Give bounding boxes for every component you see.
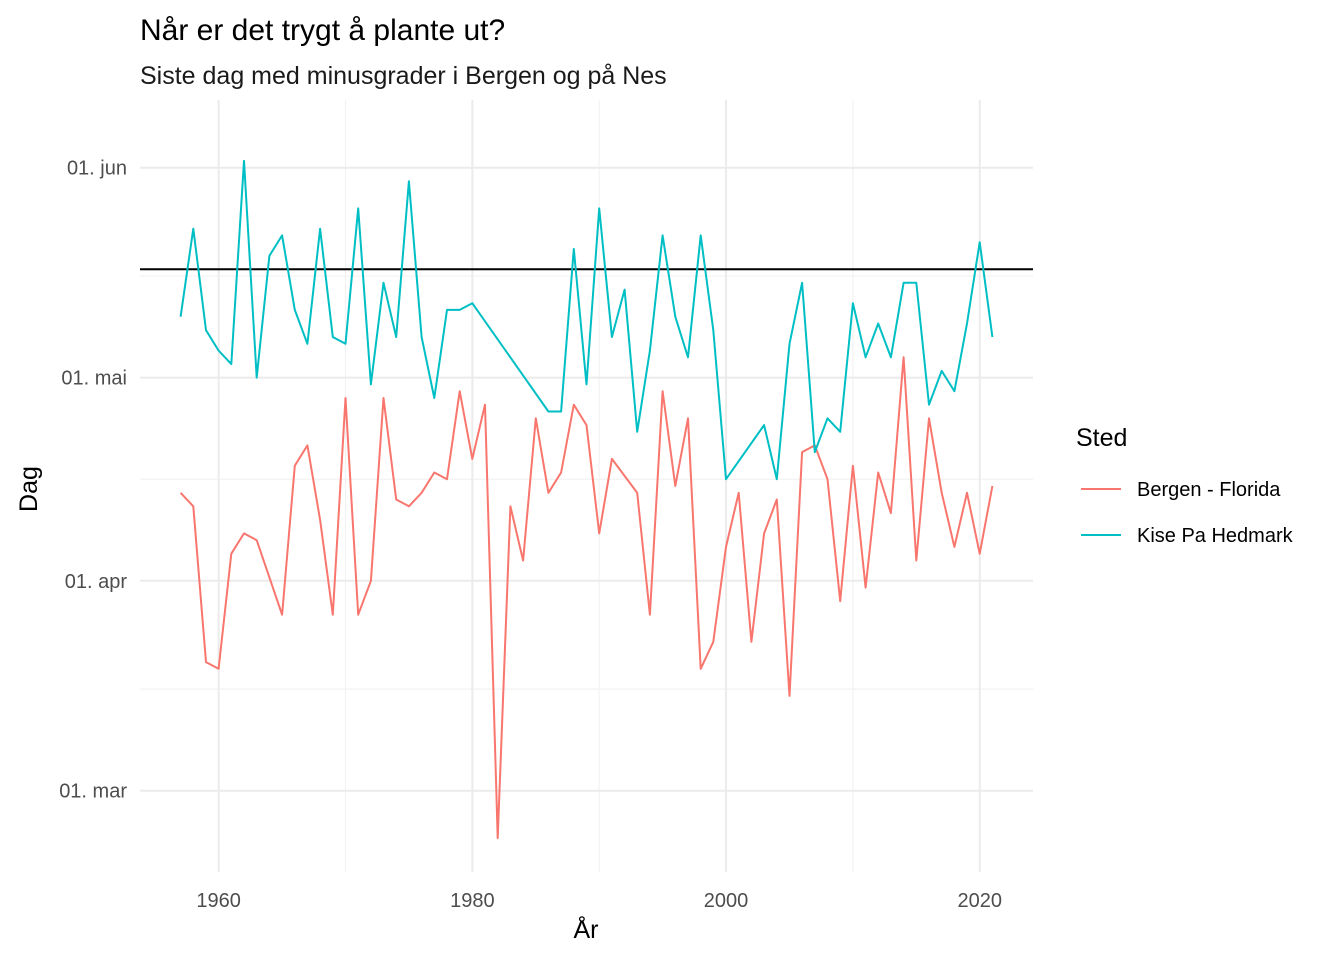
legend: Sted Bergen - Florida Kise Pa Hedmark [1076,424,1294,547]
minor-gridlines [140,100,1033,872]
x-axis-ticks: 1960 1980 2000 2020 [196,890,1002,912]
y-tick-label: 01. apr [65,571,128,593]
y-tick-label: 01. mar [59,781,127,803]
legend-label: Bergen - Florida [1137,479,1281,501]
x-tick-label: 2020 [957,890,1002,912]
chart-subtitle: Siste dag med minusgrader i Bergen og på… [140,62,667,90]
major-gridlines [140,100,1033,872]
y-tick-label: 01. jun [67,158,127,180]
chart-title: Når er det trygt å plante ut? [140,14,505,47]
x-tick-label: 2000 [704,890,749,912]
legend-title: Sted [1076,424,1127,452]
x-axis-title: År [574,914,599,944]
series-line [179,356,994,840]
series-layer [179,159,994,840]
y-tick-label: 01. mai [61,368,127,390]
x-tick-label: 1960 [196,890,241,912]
y-axis-title: Dag [15,466,43,512]
y-axis-ticks: 01. mar 01. apr 01. mai 01. jun [59,158,127,803]
series-line [179,159,994,481]
x-tick-label: 1980 [450,890,495,912]
legend-label: Kise Pa Hedmark [1137,525,1294,547]
